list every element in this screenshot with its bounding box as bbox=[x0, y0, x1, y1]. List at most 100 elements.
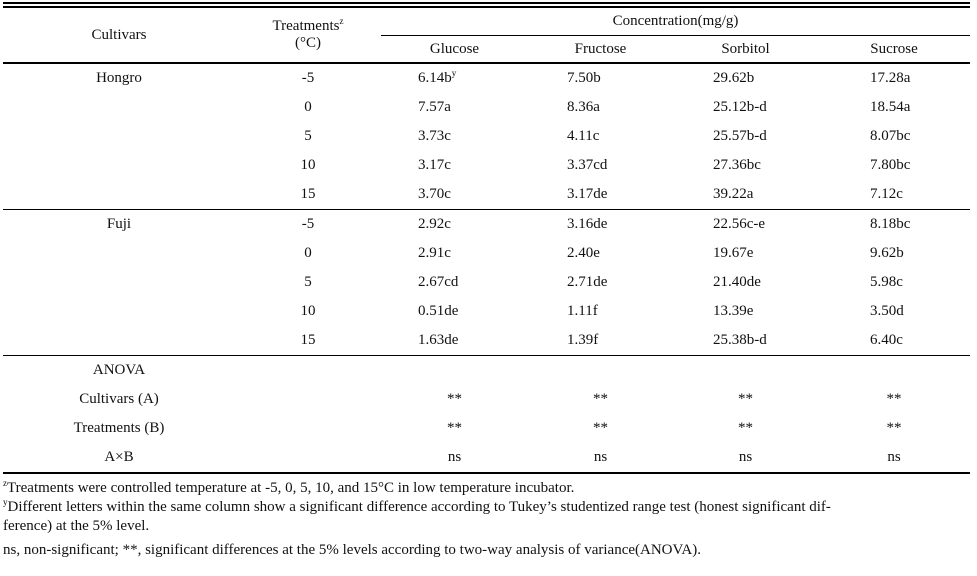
table-row: 10 3.17c 3.37cd 27.36bc 7.80bc bbox=[3, 151, 970, 180]
value-cell: 19.67e bbox=[713, 245, 754, 261]
significance-cell: ns bbox=[593, 449, 608, 465]
significance-cell: ns bbox=[887, 449, 901, 465]
footnote-line: ference) at the 5% level. bbox=[3, 518, 150, 534]
empty-cell bbox=[235, 355, 381, 385]
footnote: zTreatments were controlled temperature … bbox=[3, 479, 977, 498]
cultivar-cell: Hongro bbox=[96, 70, 142, 86]
anova-title-row: ANOVA bbox=[3, 355, 970, 385]
header-sucrose: Sucrose bbox=[818, 35, 970, 64]
value-cell: 3.70c bbox=[418, 186, 451, 202]
value-cell: 1.11f bbox=[567, 303, 598, 319]
significance-cell: ** bbox=[738, 420, 753, 436]
footnote-line: yDifferent letters within the same colum… bbox=[3, 497, 831, 516]
table-row: 10 0.51de 1.11f 13.39e 3.50d bbox=[3, 297, 970, 326]
anova-label-cell: Treatments (B) bbox=[73, 420, 165, 436]
value-cell: 1.39f bbox=[567, 332, 599, 348]
significance-cell: ** bbox=[738, 391, 753, 407]
footnotes: zTreatments were controlled temperature … bbox=[3, 479, 977, 560]
footnote: yDifferent letters within the same colum… bbox=[3, 498, 977, 536]
significance-cell: ** bbox=[447, 420, 462, 436]
footnote-marker-y: y bbox=[451, 68, 457, 78]
cultivar-cell: Fuji bbox=[3, 209, 235, 239]
value-cell: 3.50d bbox=[870, 303, 904, 319]
value-cell: 25.57b-d bbox=[713, 128, 767, 144]
cultivar-cell bbox=[3, 122, 235, 151]
empty-cell bbox=[235, 414, 381, 443]
value-cell: 3.17de bbox=[567, 186, 608, 202]
significance-cell: ** bbox=[593, 391, 608, 407]
value-cell: 7.12c bbox=[870, 186, 903, 202]
footnote-marker-z: z bbox=[339, 16, 344, 26]
value-cell: 2.40e bbox=[567, 245, 600, 261]
cultivar-cell bbox=[3, 93, 235, 122]
value-cell: 2.71de bbox=[567, 274, 608, 290]
treatment-cell: 10 bbox=[300, 303, 316, 319]
header-concentration: Concentration(mg/g) bbox=[381, 5, 970, 36]
value-cell: 2.91c bbox=[418, 245, 451, 261]
value-cell: 25.12b-d bbox=[713, 99, 767, 115]
value-cell: 22.56c-e bbox=[673, 209, 818, 239]
value-cell: 17.28a bbox=[870, 70, 911, 86]
value-cell: 6.40c bbox=[870, 332, 903, 348]
value-cell: 7.50b bbox=[567, 70, 601, 86]
value-cell: 18.54a bbox=[870, 99, 911, 115]
table-row: 0 2.91c 2.40e 19.67e 9.62b bbox=[3, 239, 970, 268]
value-cell: 39.22a bbox=[713, 186, 754, 202]
cultivar-cell bbox=[3, 239, 235, 268]
table-body: Hongro -5 6.14by 7.50b 29.62b 17.28a 0 7.57a 8.3… bbox=[3, 63, 970, 473]
concentration-table: Cultivars Treatmentsz (°C) Concentration(… bbox=[3, 2, 970, 474]
value-cell: 3.73c bbox=[418, 128, 451, 144]
header-sorbitol: Sorbitol bbox=[673, 35, 818, 64]
anova-row: Cultivars (A) ** ** ** ** bbox=[3, 385, 970, 414]
header-row-top: Cultivars Treatmentsz (°C) Concentration(… bbox=[3, 5, 970, 64]
value-cell: 2.92c bbox=[381, 209, 528, 239]
footnote-line: zTreatments were controlled temperature … bbox=[3, 478, 575, 497]
value-cell: 8.36a bbox=[567, 99, 600, 115]
empty-cell bbox=[381, 355, 528, 385]
value-cell: 5.98c bbox=[870, 274, 903, 290]
cultivar-cell bbox=[3, 180, 235, 210]
value-cell: 7.57a bbox=[418, 99, 451, 115]
table-row: 5 3.73c 4.11c 25.57b-d 8.07bc bbox=[3, 122, 970, 151]
footnote: ns, non-significant; **, significant dif… bbox=[3, 541, 977, 560]
anova-label-cell: Cultivars (A) bbox=[79, 391, 159, 407]
empty-cell bbox=[673, 355, 818, 385]
value-cell: 0.51de bbox=[418, 303, 459, 319]
value-cell: 8.18bc bbox=[818, 209, 970, 239]
table-row: Hongro -5 6.14by 7.50b 29.62b 17.28a bbox=[3, 63, 970, 93]
cultivar-cell bbox=[3, 326, 235, 356]
treatment-cell: 0 bbox=[304, 99, 312, 115]
value-cell: 13.39e bbox=[713, 303, 754, 319]
anova-row: Treatments (B) ** ** ** ** bbox=[3, 414, 970, 443]
value-cell: 3.37cd bbox=[567, 157, 608, 173]
header-treatments-label: Treatments bbox=[272, 18, 340, 34]
significance-cell: ** bbox=[886, 391, 902, 407]
significance-cell: ns bbox=[738, 449, 753, 465]
treatment-cell: 5 bbox=[304, 128, 312, 144]
significance-cell: ** bbox=[886, 420, 902, 436]
significance-cell: ** bbox=[593, 420, 608, 436]
table-row: 15 3.70c 3.17de 39.22a 7.12c bbox=[3, 180, 970, 210]
table-row: 5 2.67cd 2.71de 21.40de 5.98c bbox=[3, 268, 970, 297]
value-cell: 9.62b bbox=[870, 245, 904, 261]
anova-title-cell: ANOVA bbox=[3, 355, 235, 385]
treatment-cell: -5 bbox=[235, 209, 381, 239]
treatment-cell: 5 bbox=[304, 274, 312, 290]
value-cell: 25.38b-d bbox=[713, 332, 767, 348]
header-treatments: Treatmentsz (°C) bbox=[235, 5, 381, 64]
footnote-marker-y: y bbox=[3, 497, 8, 507]
header-cultivars: Cultivars bbox=[3, 5, 235, 64]
value-cell: 21.40de bbox=[713, 274, 761, 290]
table-row: Fuji -5 2.92c 3.16de 22.56c-e 8.18bc bbox=[3, 209, 970, 239]
empty-cell bbox=[235, 385, 381, 414]
empty-cell bbox=[818, 355, 970, 385]
treatment-cell: 15 bbox=[300, 332, 316, 348]
header-row-sugars: Glucose Fructose Sorbitol Sucrose bbox=[3, 35, 970, 64]
cultivar-cell bbox=[3, 268, 235, 297]
value-cell: 1.63de bbox=[418, 332, 459, 348]
significance-cell: ns bbox=[447, 449, 462, 465]
table-row: 15 1.63de 1.39f 25.38b-d 6.40c bbox=[3, 326, 970, 356]
value-cell: 3.17c bbox=[418, 157, 451, 173]
treatment-cell: 15 bbox=[300, 186, 316, 202]
